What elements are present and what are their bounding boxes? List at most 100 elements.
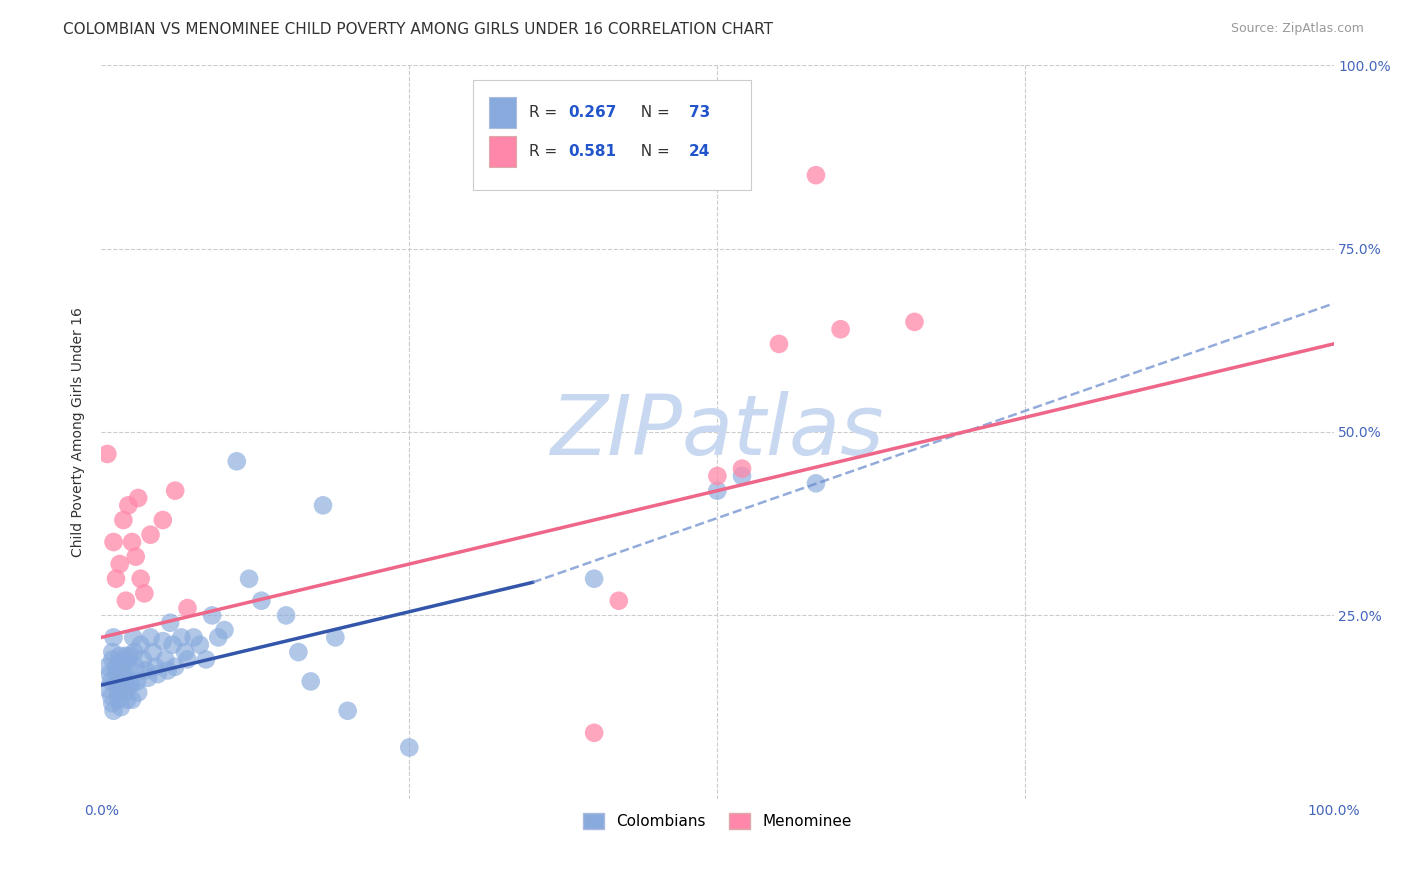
Point	[250, 593, 273, 607]
Point	[165, 483, 187, 498]
Point	[238, 572, 260, 586]
Point	[135, 664, 157, 678]
Legend: Colombians, Menominee: Colombians, Menominee	[576, 807, 858, 835]
Point	[121, 693, 143, 707]
Point	[583, 726, 606, 740]
Point	[139, 631, 162, 645]
Text: 0.581: 0.581	[568, 145, 616, 159]
Point	[312, 499, 335, 513]
Point	[120, 674, 142, 689]
Point	[583, 572, 606, 586]
Point	[155, 652, 177, 666]
Point	[325, 631, 347, 645]
Point	[125, 659, 148, 673]
Point	[115, 685, 138, 699]
Point	[129, 638, 152, 652]
Point	[125, 549, 148, 564]
Point	[121, 535, 143, 549]
Text: 0.267: 0.267	[568, 105, 617, 120]
Point	[100, 674, 122, 689]
Point	[117, 499, 139, 513]
Point	[287, 645, 309, 659]
Point	[101, 652, 124, 666]
Point	[105, 572, 128, 586]
Text: R =: R =	[529, 105, 562, 120]
Point	[132, 652, 155, 666]
Bar	[489, 136, 516, 167]
Point	[105, 678, 128, 692]
Point	[152, 513, 174, 527]
Point	[108, 656, 131, 670]
Point	[115, 693, 138, 707]
Point	[145, 659, 167, 673]
Point	[768, 337, 790, 351]
Point	[114, 674, 136, 689]
Point	[118, 648, 141, 663]
Point	[804, 476, 827, 491]
Text: N =: N =	[631, 105, 675, 120]
Point	[607, 593, 630, 607]
Point	[122, 631, 145, 645]
Point	[139, 527, 162, 541]
Point	[127, 685, 149, 699]
Point	[201, 608, 224, 623]
Point	[129, 572, 152, 586]
Point	[103, 631, 125, 645]
Point	[124, 645, 146, 659]
Point	[108, 557, 131, 571]
Point	[127, 491, 149, 505]
Point	[183, 631, 205, 645]
Point	[98, 667, 121, 681]
Point	[103, 535, 125, 549]
Point	[156, 664, 179, 678]
Point	[162, 638, 184, 652]
Point	[174, 645, 197, 659]
Point	[125, 674, 148, 689]
Point	[108, 648, 131, 663]
Point	[165, 659, 187, 673]
Point	[96, 447, 118, 461]
Point	[111, 659, 134, 673]
Point	[194, 652, 217, 666]
Point	[804, 168, 827, 182]
Text: N =: N =	[631, 145, 675, 159]
Point	[159, 615, 181, 630]
Point	[731, 469, 754, 483]
Point	[100, 689, 122, 703]
Text: COLOMBIAN VS MENOMINEE CHILD POVERTY AMONG GIRLS UNDER 16 CORRELATION CHART: COLOMBIAN VS MENOMINEE CHILD POVERTY AMO…	[63, 22, 773, 37]
Point	[96, 681, 118, 696]
Point	[903, 315, 925, 329]
Point	[112, 513, 135, 527]
Point	[117, 652, 139, 666]
Point	[136, 671, 159, 685]
Point	[152, 634, 174, 648]
Point	[336, 704, 359, 718]
Point	[225, 454, 247, 468]
Point	[176, 652, 198, 666]
Point	[214, 623, 236, 637]
Point	[112, 667, 135, 681]
Point	[207, 631, 229, 645]
Point	[96, 659, 118, 673]
Point	[830, 322, 852, 336]
Point	[731, 461, 754, 475]
Point	[146, 667, 169, 681]
Text: 73: 73	[689, 105, 710, 120]
Point	[142, 645, 165, 659]
Point	[115, 648, 138, 663]
Point	[398, 740, 420, 755]
Point	[134, 586, 156, 600]
Text: R =: R =	[529, 145, 562, 159]
Point	[103, 704, 125, 718]
Text: ZIPatlas: ZIPatlas	[551, 392, 884, 473]
Point	[274, 608, 297, 623]
Point	[107, 693, 129, 707]
Text: Source: ZipAtlas.com: Source: ZipAtlas.com	[1230, 22, 1364, 36]
Point	[299, 674, 322, 689]
Text: 24: 24	[689, 145, 710, 159]
Point	[101, 697, 124, 711]
Point	[176, 601, 198, 615]
Point	[188, 638, 211, 652]
Point	[706, 469, 728, 483]
Point	[105, 667, 128, 681]
